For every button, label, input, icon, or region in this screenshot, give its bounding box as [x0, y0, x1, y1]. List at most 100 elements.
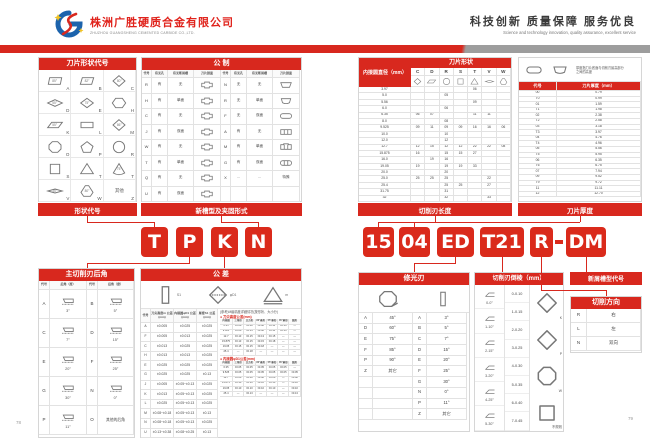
row-code: F — [87, 348, 98, 377]
wiper-code: D — [413, 345, 427, 356]
direction-code: R — [571, 309, 587, 323]
section-icon-cell — [273, 155, 300, 171]
tolerance-value: ±0.08~±0.18 — [151, 418, 174, 429]
bar-shape-code: 形状代号 — [38, 203, 137, 216]
connector-line — [224, 257, 225, 268]
chamfer-width-entry: 1-0.15 — [505, 303, 529, 322]
wiper-angle: 60° — [373, 323, 413, 335]
chip-flag: 双面 — [168, 124, 194, 140]
tolerance-value: ±0.08 — [266, 376, 279, 382]
edge-length-code — [468, 170, 483, 177]
thickness-value: 4.76 — [557, 135, 641, 142]
shape-cell-H: H — [103, 92, 136, 114]
edge-length-code — [425, 150, 440, 158]
edge-length-code — [482, 131, 497, 139]
connector-line — [541, 290, 607, 291]
code-letter-shape: T — [141, 227, 168, 257]
row-code: B — [87, 290, 98, 319]
shape-column-letter: C — [411, 68, 426, 76]
thickness-value: 7.94 — [557, 169, 641, 175]
tolerance-value: — — [289, 334, 301, 341]
thickness-value: 9.72 — [557, 180, 641, 187]
row-code: K — [141, 390, 151, 400]
connector-line — [154, 222, 155, 227]
tolerance-value: ±0.025 — [174, 342, 197, 352]
wedge-icon — [109, 356, 122, 363]
ic-diameter-value: 31.75 — [359, 189, 411, 196]
edge-length-code — [425, 131, 440, 139]
tolerance-value: ±0.08~±0.25 — [174, 428, 197, 439]
thickness-code: 03 — [519, 124, 557, 131]
shape-column-icon-cell — [425, 76, 440, 87]
column-header: 代号 — [221, 70, 231, 78]
tolerance-value: ±0.005 — [151, 332, 174, 343]
column-header: 刀片剖面 — [273, 70, 300, 78]
chamfer-width-entry: 3-0.25 — [505, 340, 529, 358]
edge-length-code — [468, 106, 483, 113]
column-header: 三角形 — [233, 360, 245, 367]
table-title: 修光刃 — [359, 273, 469, 285]
tolerance-value: — — [266, 350, 279, 356]
code-box-direction: R — [530, 227, 553, 257]
tolerance-value: ±0.013 — [151, 351, 174, 362]
section-icon-cell — [273, 78, 300, 94]
section-icon-cell — [194, 93, 221, 109]
tolerance-value: ±0.10 — [255, 386, 267, 393]
edge-length-code — [468, 182, 483, 190]
thickness-code: T4 — [519, 141, 557, 147]
thickness-note: 厚度指刀片底面与切削刃最高部分之间的高度 — [576, 65, 624, 74]
tolerance-value: ±0.025 — [197, 323, 218, 333]
tolerance-value: — — [278, 376, 290, 382]
tolerance-value: ±0.025 — [197, 418, 218, 429]
tolerance-value: ±0.05 — [278, 366, 290, 372]
tolerance-value: — — [233, 392, 245, 398]
edge-length-code — [411, 157, 426, 164]
wiper-angle — [373, 409, 413, 420]
row-code: A — [221, 124, 231, 140]
tolerance-value: ±0.013 — [151, 390, 174, 400]
row-code: N — [141, 418, 151, 429]
chip-flag: 单面 — [168, 93, 194, 109]
para55-icon — [427, 79, 437, 83]
edge-length-code — [468, 138, 483, 145]
tolerance-value: ±0.10 — [266, 381, 279, 387]
edge-length-code — [482, 118, 497, 126]
edge-length-code — [453, 189, 469, 196]
tolerance-value: ±0.13 — [255, 334, 267, 341]
sq-icon — [457, 78, 464, 84]
edge-length-code: 25 — [453, 182, 469, 190]
edge-length-code — [496, 112, 511, 119]
shape-column-letter: R — [439, 68, 454, 76]
wiper-angle: 其它 — [373, 366, 413, 378]
row-code: G — [39, 377, 50, 406]
bar-thickness: 刀片厚度 — [518, 203, 642, 216]
hole-flag: 有 — [152, 186, 168, 202]
edge-length-code — [453, 118, 469, 126]
wiper-code: C — [413, 334, 427, 346]
tolerance-value: ±0.10 — [266, 386, 279, 393]
slogan-en: Science and technology innovation, quali… — [503, 30, 636, 35]
tolerance-value: ±0.05~±0.13 — [174, 390, 197, 400]
hole-flag: 有 — [152, 155, 168, 171]
thickness-value: 5.95 — [557, 152, 641, 159]
table-title: 公 制 — [142, 58, 301, 70]
ic-diameter-value: 19.05 — [359, 163, 411, 171]
chamfer-icon — [484, 340, 494, 346]
tolerance-value: ±0.025 — [151, 361, 174, 371]
direction-label: 右 — [587, 309, 641, 323]
hex-icon — [112, 97, 127, 108]
chamfer-shape-entry: P — [530, 322, 563, 359]
column-header: 三角形 — [233, 319, 245, 325]
row-code: M — [141, 409, 151, 419]
shape-column-icon-cell — [468, 76, 483, 87]
tolerance-value: — — [289, 329, 301, 335]
tolerance-value: ±0.05~±0.13 — [174, 380, 197, 391]
edge-length-code: 12 — [411, 144, 426, 151]
para82-icon — [79, 76, 95, 85]
table-title: 公 差 — [141, 269, 301, 281]
chamfer-width-entry: 0-0.10 — [505, 285, 529, 304]
trig80-icon — [499, 77, 508, 85]
column-header: 后角（度） — [98, 281, 134, 290]
edge-length-code — [496, 195, 511, 203]
